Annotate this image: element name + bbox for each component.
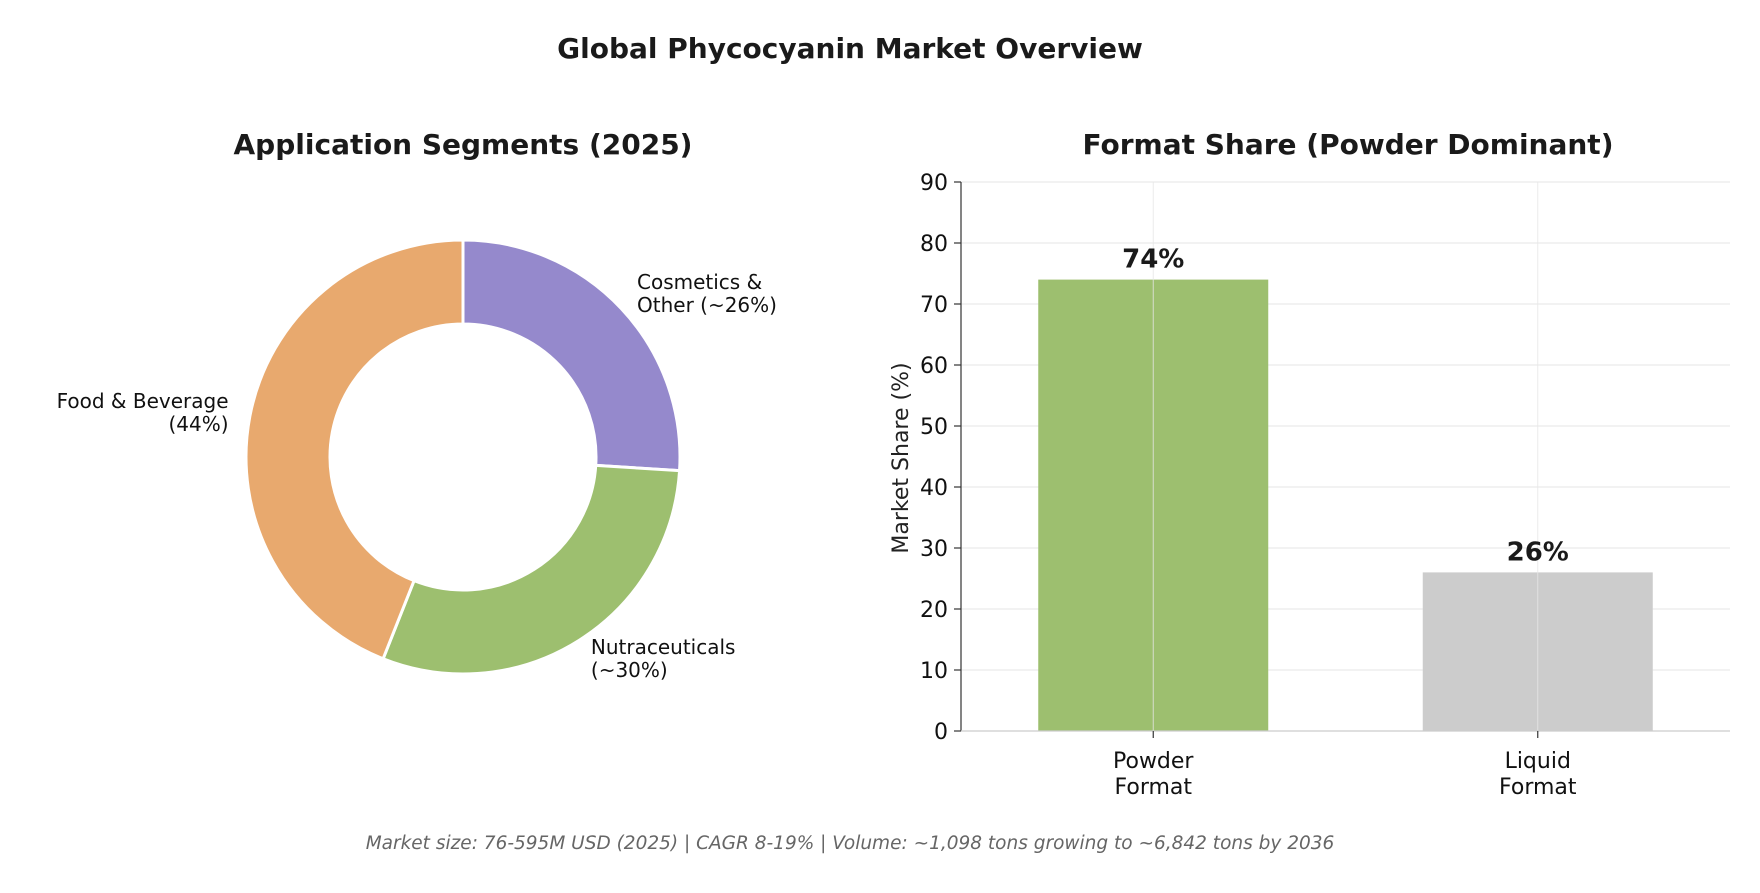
bar-y-tick-label-4: 40 <box>920 476 948 501</box>
donut-slice-label-1: Nutraceuticals (~30%) <box>591 635 736 682</box>
donut-chart: Application Segments (2025) Cosmetics & O… <box>57 128 777 682</box>
bar-chart-bars <box>1038 182 1653 731</box>
donut-slice-0 <box>461 238 682 473</box>
bar-y-tick-label-5: 50 <box>920 415 948 440</box>
bar-chart-x-ticks: Powder Format Liquid Format <box>1113 731 1577 800</box>
donut-slice-1 <box>381 463 682 676</box>
donut-slices <box>244 238 682 676</box>
bar-y-tick-label-2: 20 <box>920 598 948 623</box>
bar-y-tick-label-9: 90 <box>920 171 948 196</box>
donut-labels: Cosmetics & Other (~26%) Nutraceuticals (~3… <box>57 270 777 682</box>
bar-x-tick-label-0: Powder Format <box>1113 749 1194 800</box>
bar-chart: Format Share (Powder Dominant) 0 10 20 30 40… <box>889 128 1730 800</box>
donut-slice-2 <box>244 238 465 661</box>
donut-slice-label-0: Cosmetics & Other (~26%) <box>637 270 777 317</box>
donut-chart-title: Application Segments (2025) <box>234 128 693 161</box>
figure-footnote: Market size: 76-595M USD (2025) | CAGR 8… <box>366 833 1335 854</box>
bar-y-tick-label-3: 30 <box>920 537 948 562</box>
bar-y-tick-label-1: 10 <box>920 659 948 684</box>
bar-y-tick-label-7: 70 <box>920 293 948 318</box>
bar-y-tick-label-0: 0 <box>934 720 948 745</box>
bar-chart-axes <box>960 182 1730 732</box>
bar-data-label-1: 26% <box>1507 537 1569 567</box>
bar-chart-y-ticks: 0 10 20 30 40 50 60 70 80 90 <box>920 171 961 745</box>
donut-slice-label-2: Food & Beverage (44%) <box>57 389 229 436</box>
bar-x-tick-label-1: Liquid Format <box>1499 749 1577 800</box>
bar-y-tick-label-6: 60 <box>920 354 948 379</box>
bar-chart-y-axis-label: Market Share (%) <box>889 362 914 553</box>
figure-title: Global Phycocyanin Market Overview <box>557 32 1143 65</box>
bar-chart-title: Format Share (Powder Dominant) <box>1083 128 1614 161</box>
bar-data-label-0: 74% <box>1122 245 1184 275</box>
bar-chart-data-labels: 74% 26% <box>1122 245 1569 568</box>
bar-y-tick-label-8: 80 <box>920 232 948 257</box>
